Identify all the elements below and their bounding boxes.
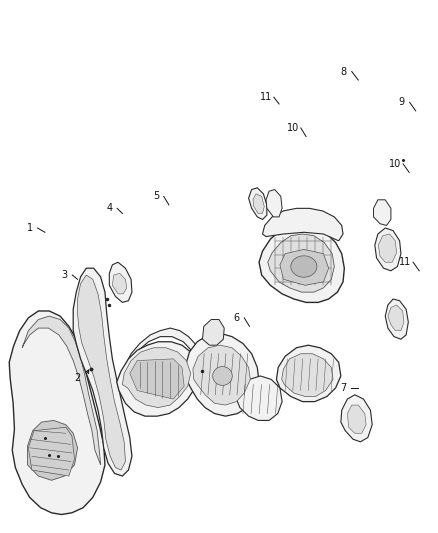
- Polygon shape: [259, 225, 344, 302]
- Polygon shape: [237, 376, 282, 421]
- Polygon shape: [122, 348, 191, 408]
- Text: 6: 6: [233, 313, 240, 323]
- Polygon shape: [28, 421, 78, 480]
- Polygon shape: [28, 427, 74, 476]
- Polygon shape: [347, 405, 366, 433]
- Polygon shape: [73, 268, 132, 476]
- Polygon shape: [262, 208, 343, 241]
- Polygon shape: [130, 359, 184, 399]
- Ellipse shape: [291, 256, 317, 277]
- Polygon shape: [78, 275, 125, 470]
- Text: 9: 9: [399, 98, 405, 107]
- Ellipse shape: [213, 367, 232, 385]
- Polygon shape: [378, 234, 396, 262]
- Polygon shape: [341, 395, 372, 442]
- Polygon shape: [282, 354, 333, 397]
- Polygon shape: [202, 319, 224, 345]
- Text: 8: 8: [341, 67, 347, 77]
- Polygon shape: [113, 273, 127, 294]
- Polygon shape: [249, 188, 267, 220]
- Polygon shape: [193, 345, 251, 405]
- Polygon shape: [22, 316, 101, 465]
- Text: 10: 10: [389, 159, 401, 169]
- Polygon shape: [268, 234, 334, 292]
- Text: 11: 11: [399, 257, 411, 267]
- Polygon shape: [110, 262, 132, 302]
- Polygon shape: [125, 328, 201, 371]
- Text: 11: 11: [260, 92, 272, 102]
- Polygon shape: [266, 190, 282, 217]
- Polygon shape: [199, 359, 242, 393]
- Text: 1: 1: [27, 223, 33, 233]
- Polygon shape: [375, 228, 401, 271]
- Polygon shape: [185, 333, 259, 416]
- Text: 10: 10: [287, 123, 299, 133]
- Polygon shape: [280, 249, 328, 285]
- Text: 4: 4: [106, 204, 113, 213]
- Polygon shape: [253, 194, 264, 214]
- Polygon shape: [388, 305, 404, 330]
- Polygon shape: [385, 299, 408, 339]
- Text: 3: 3: [61, 270, 67, 280]
- Text: 5: 5: [153, 191, 159, 201]
- Polygon shape: [276, 345, 341, 402]
- Text: 2: 2: [74, 373, 81, 383]
- Polygon shape: [374, 200, 391, 225]
- Text: 7: 7: [340, 383, 346, 393]
- Polygon shape: [9, 311, 105, 514]
- Polygon shape: [117, 342, 199, 416]
